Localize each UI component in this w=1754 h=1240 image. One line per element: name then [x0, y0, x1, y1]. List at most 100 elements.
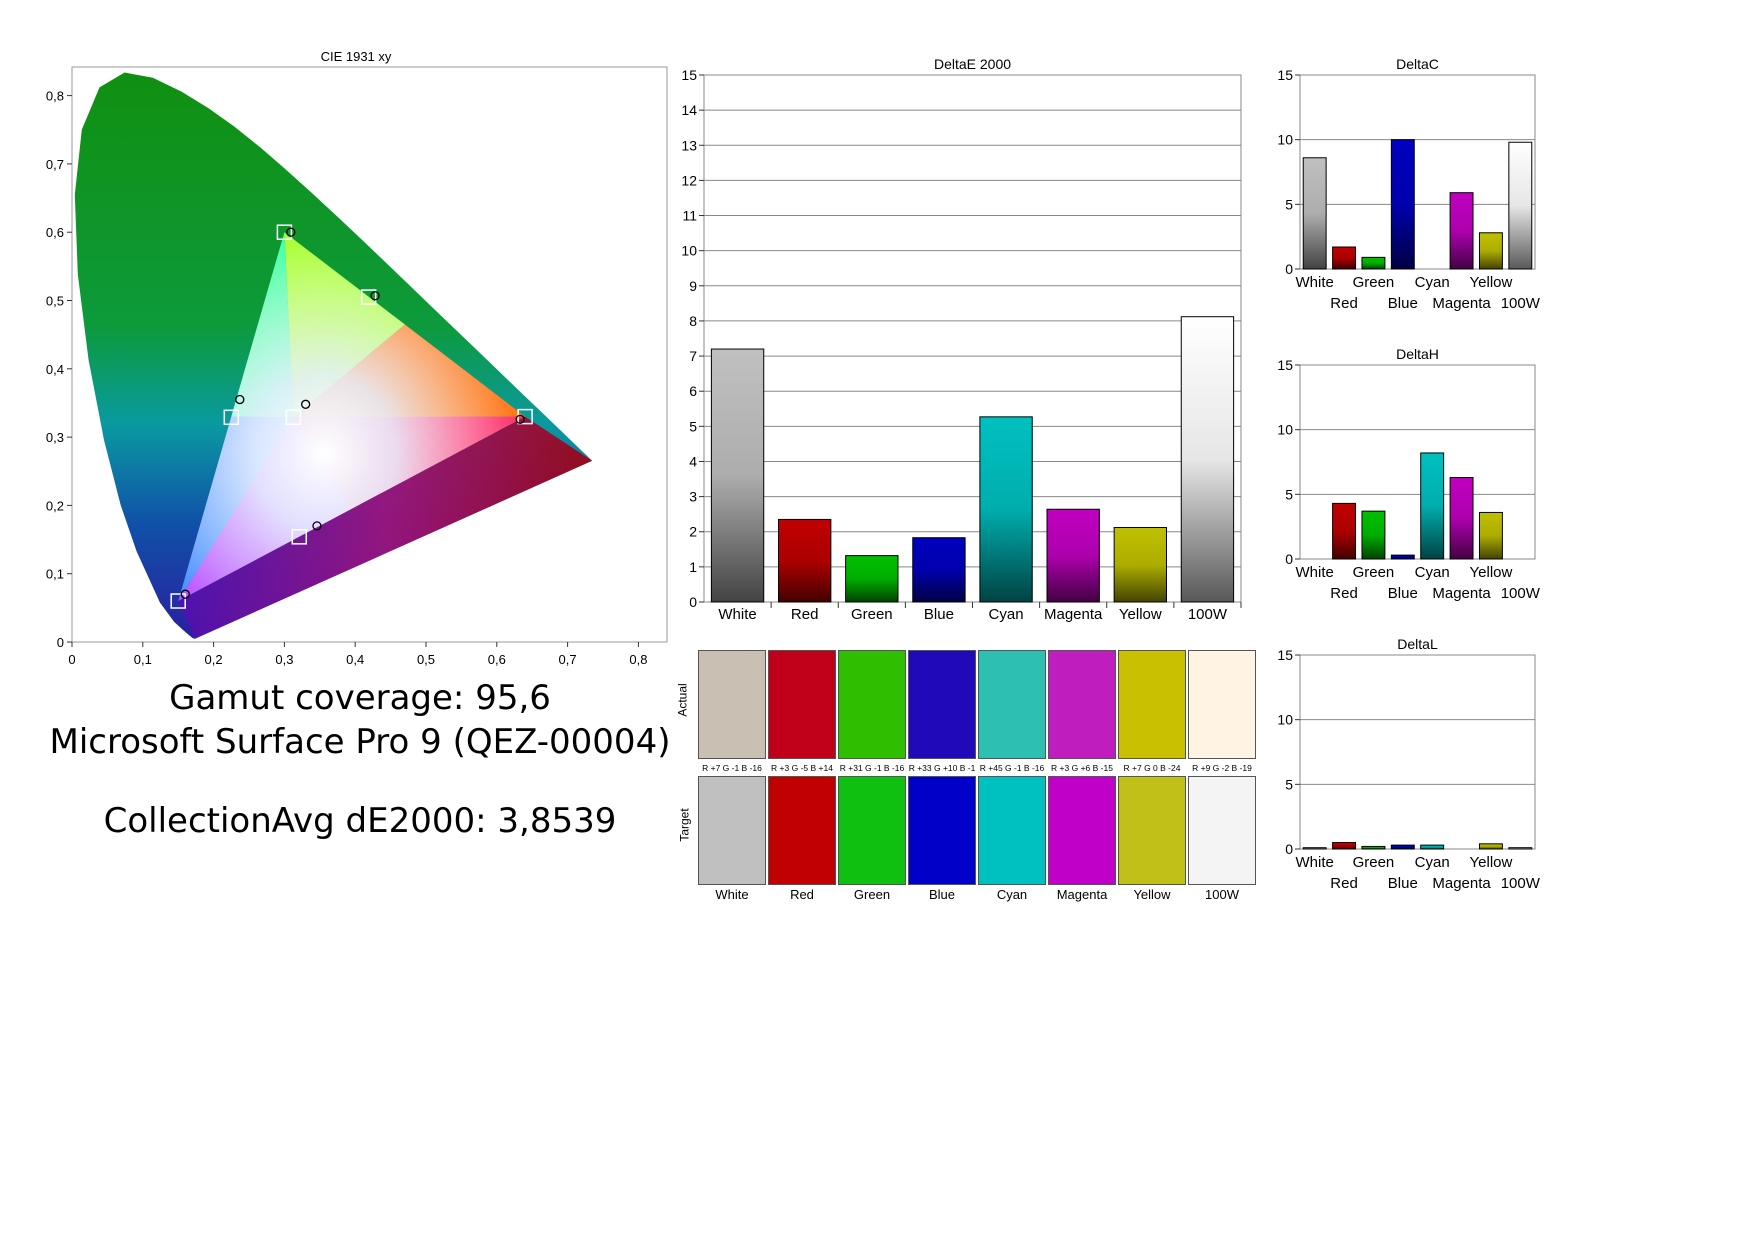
target-swatch-blue [908, 776, 976, 885]
target-square [276, 224, 293, 240]
measured-circle [312, 521, 322, 531]
x-tick-label: 0,6 [488, 652, 506, 667]
measured-circle [286, 227, 296, 237]
y-tick-label: 0 [1285, 261, 1293, 277]
bar-blue [912, 537, 966, 603]
y-tick-label: 15 [1277, 357, 1293, 373]
y-tick-label: 5 [689, 418, 697, 434]
y-tick-label: 10 [1277, 712, 1293, 728]
x-tick-label: Red [1330, 585, 1358, 602]
rgb-diff-label: R +3 G +6 B -15 [1051, 763, 1113, 773]
x-tick-label: Red [791, 606, 819, 623]
device-name: Microsoft Surface Pro 9 (QEZ-00004) [49, 722, 671, 762]
x-tick-label: Blue [1388, 875, 1418, 892]
actual-label: Actual [675, 683, 690, 717]
bar-100w [1508, 141, 1533, 270]
bar-yellow [1478, 843, 1503, 850]
y-tick-label: 5 [1285, 486, 1293, 502]
rgb-diff-label: R +3 G -5 B +14 [771, 763, 833, 773]
deltal-chart: DeltaL 0 5 10 15 White Red Green Blue Cyan Magenta… [1277, 636, 1540, 892]
x-tick-label: Yellow [1470, 564, 1513, 581]
x-tick-label: 0,8 [629, 652, 647, 667]
rgb-diff-label: R +45 G -1 B -16 [979, 763, 1045, 773]
bar-cyan [979, 416, 1033, 603]
x-tick-label: Yellow [1470, 274, 1513, 291]
target-square [170, 593, 186, 609]
x-tick-label: Cyan [1415, 274, 1450, 291]
target-swatch-magenta [1048, 776, 1116, 885]
bar-blue [1390, 844, 1415, 850]
target-swatch-white [698, 776, 766, 885]
target-swatch-red [768, 776, 836, 885]
deltac-chart: DeltaC 0 5 10 15 White Red Green Blue Cyan Magenta… [1277, 56, 1541, 312]
cie-title: CIE 1931 xy [321, 49, 392, 64]
bar-green [1361, 510, 1386, 560]
target-square [223, 409, 240, 426]
bar-white [1302, 847, 1327, 850]
y-tick-label: 0,1 [46, 567, 64, 582]
swatch-caption: 100W [1205, 887, 1239, 902]
x-tick-label: Green [1353, 854, 1395, 871]
target-label: Target [677, 808, 692, 842]
target-square [360, 289, 377, 305]
y-tick-label: 0,4 [46, 362, 64, 377]
rgb-diff-label: R +31 G -1 B -16 [839, 763, 905, 773]
y-tick-label: 14 [681, 102, 697, 118]
bar-green [1361, 845, 1386, 850]
y-tick-label: 15 [1277, 67, 1293, 83]
measured-circle [235, 394, 245, 405]
plot-frame [1299, 654, 1536, 850]
x-tick-label: Red [1330, 295, 1358, 312]
bar-red [1332, 502, 1357, 560]
actual-swatch-cyan [978, 650, 1046, 759]
bar-magenta [1449, 192, 1474, 270]
y-tick-label: 10 [681, 243, 697, 259]
y-tick-label: 8 [689, 313, 697, 329]
x-tick-label: 100W [1501, 585, 1541, 602]
y-tick-label: 0 [689, 594, 697, 610]
swatch-caption: Magenta [1056, 887, 1108, 902]
bar-yellow [1113, 527, 1167, 603]
y-tick-label: 0,8 [46, 89, 64, 104]
bar-yellow [1478, 232, 1503, 270]
swatch-caption: Green [853, 887, 891, 902]
x-tick-label: 0,3 [275, 652, 293, 667]
x-tick-label: Green [1353, 274, 1395, 291]
bar-red [1332, 842, 1357, 850]
x-tick-label: Green [851, 606, 893, 623]
target-square [517, 408, 533, 425]
x-tick-label: White [718, 606, 756, 623]
x-tick-label: Magenta [1044, 606, 1103, 623]
actual-swatch-blue [908, 650, 976, 759]
y-tick-label: 10 [1277, 422, 1293, 438]
actual-swatch-green [838, 650, 906, 759]
swatch-caption: Blue [928, 887, 956, 902]
bar-red [1332, 246, 1357, 270]
deltah-chart: DeltaH 0 5 10 15 White Red Green Blue Cyan Magenta… [1277, 346, 1541, 602]
bar-100w [1508, 847, 1533, 850]
y-tick-label: 0 [1285, 551, 1293, 567]
actual-swatch-red [768, 650, 836, 759]
measured-circle [300, 399, 311, 409]
y-tick-label: 1 [689, 559, 697, 575]
actual-swatch-white [698, 650, 766, 759]
x-tick-label: 100W [1188, 606, 1228, 623]
bar-100w [1180, 316, 1235, 603]
y-tick-label: 0 [1285, 841, 1293, 857]
rgb-diff-label: R +33 G +10 B -1 [908, 763, 976, 773]
x-tick-label: 0,7 [559, 652, 577, 667]
x-tick-label: 100W [1501, 295, 1541, 312]
y-tick-label: 0,5 [46, 294, 64, 309]
y-tick-label: 2 [689, 524, 697, 540]
bar-magenta [1449, 477, 1474, 560]
y-tick-label: 5 [1285, 196, 1293, 212]
y-tick-label: 0,2 [46, 498, 64, 513]
chart-title: DeltaH [1396, 346, 1439, 362]
bar-white [1302, 157, 1327, 270]
y-tick-label: 10 [1277, 132, 1293, 148]
swatch-caption: Red [790, 887, 814, 902]
actual-swatch-magenta [1048, 650, 1116, 759]
y-tick-label: 15 [681, 67, 697, 83]
bar-white [710, 348, 765, 603]
